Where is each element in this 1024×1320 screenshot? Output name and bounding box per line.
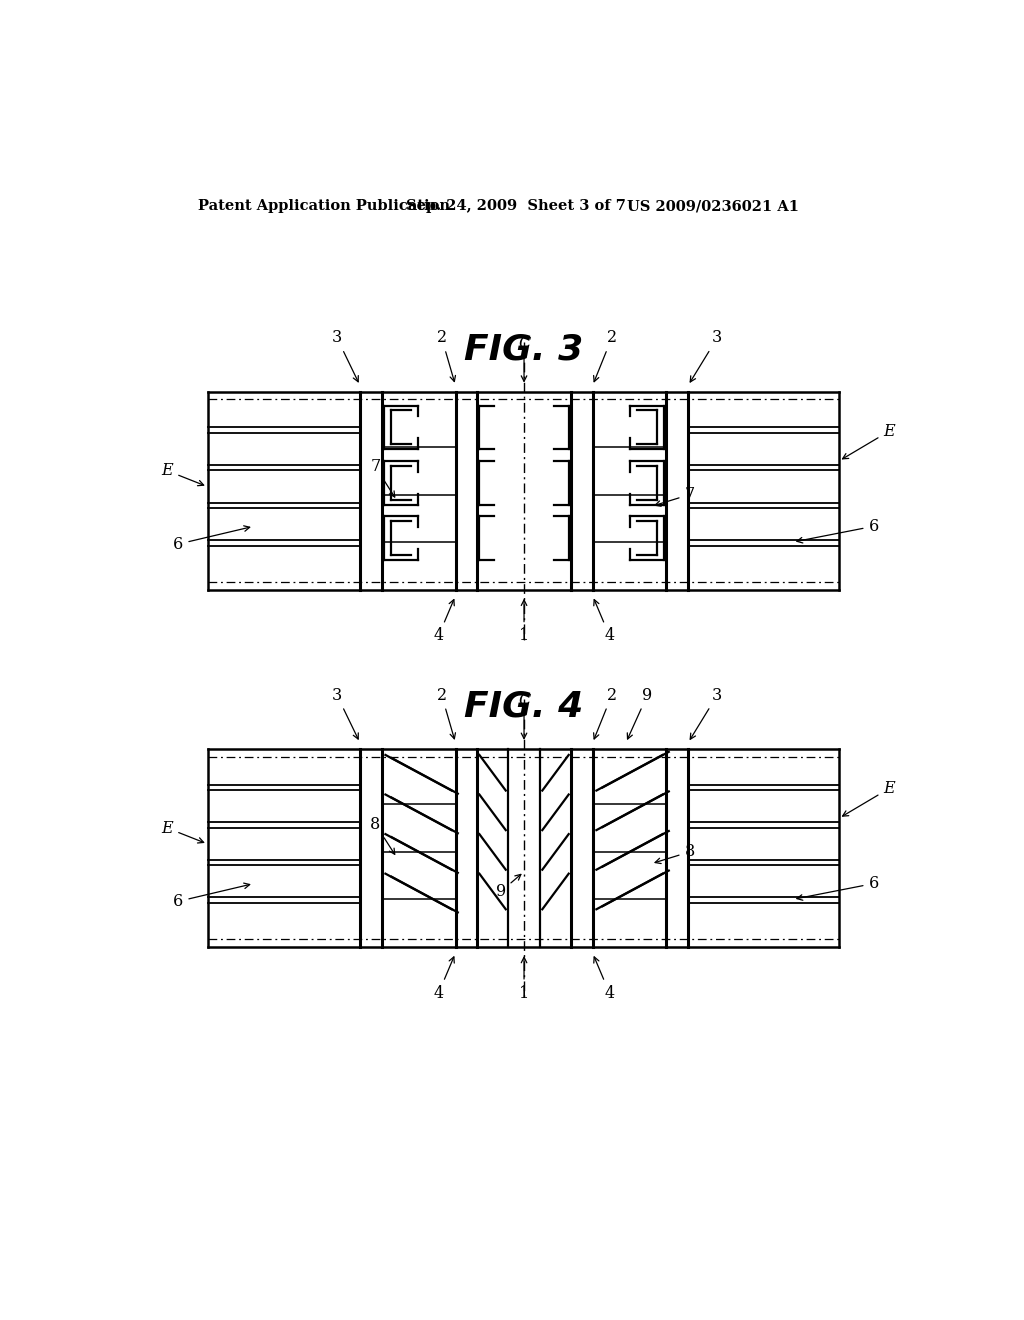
Text: 6: 6 — [797, 517, 879, 543]
Text: Patent Application Publication: Patent Application Publication — [199, 199, 451, 213]
Text: 2: 2 — [594, 329, 616, 381]
Text: FIG. 4: FIG. 4 — [465, 689, 584, 723]
Text: 3: 3 — [690, 686, 722, 739]
Text: C: C — [518, 692, 530, 739]
Text: E: E — [843, 780, 895, 816]
Text: FIG. 3: FIG. 3 — [465, 333, 584, 367]
Text: E: E — [162, 462, 204, 486]
Text: 9: 9 — [496, 874, 521, 900]
Text: 1: 1 — [519, 957, 529, 1002]
Text: 8: 8 — [655, 843, 694, 863]
Text: 3: 3 — [332, 686, 358, 739]
Text: 7: 7 — [655, 486, 694, 507]
Text: 8: 8 — [371, 816, 394, 854]
Text: 6: 6 — [797, 875, 879, 900]
Text: 3: 3 — [690, 329, 722, 381]
Text: 4: 4 — [594, 957, 614, 1002]
Text: US 2009/0236021 A1: US 2009/0236021 A1 — [628, 199, 799, 213]
Text: 6: 6 — [173, 525, 250, 553]
Text: 9: 9 — [628, 686, 652, 739]
Text: 4: 4 — [433, 599, 455, 644]
Text: 2: 2 — [436, 686, 456, 739]
Text: E: E — [843, 422, 895, 459]
Text: 2: 2 — [594, 686, 616, 739]
Text: 6: 6 — [173, 883, 250, 909]
Text: 4: 4 — [433, 957, 455, 1002]
Text: Sep. 24, 2009  Sheet 3 of 7: Sep. 24, 2009 Sheet 3 of 7 — [407, 199, 626, 213]
Text: E: E — [162, 820, 204, 843]
Text: 7: 7 — [371, 458, 394, 498]
Text: 3: 3 — [332, 329, 358, 381]
Text: 1: 1 — [519, 599, 529, 644]
Text: 4: 4 — [594, 599, 614, 644]
Text: 2: 2 — [436, 329, 456, 381]
Text: C: C — [518, 335, 530, 381]
